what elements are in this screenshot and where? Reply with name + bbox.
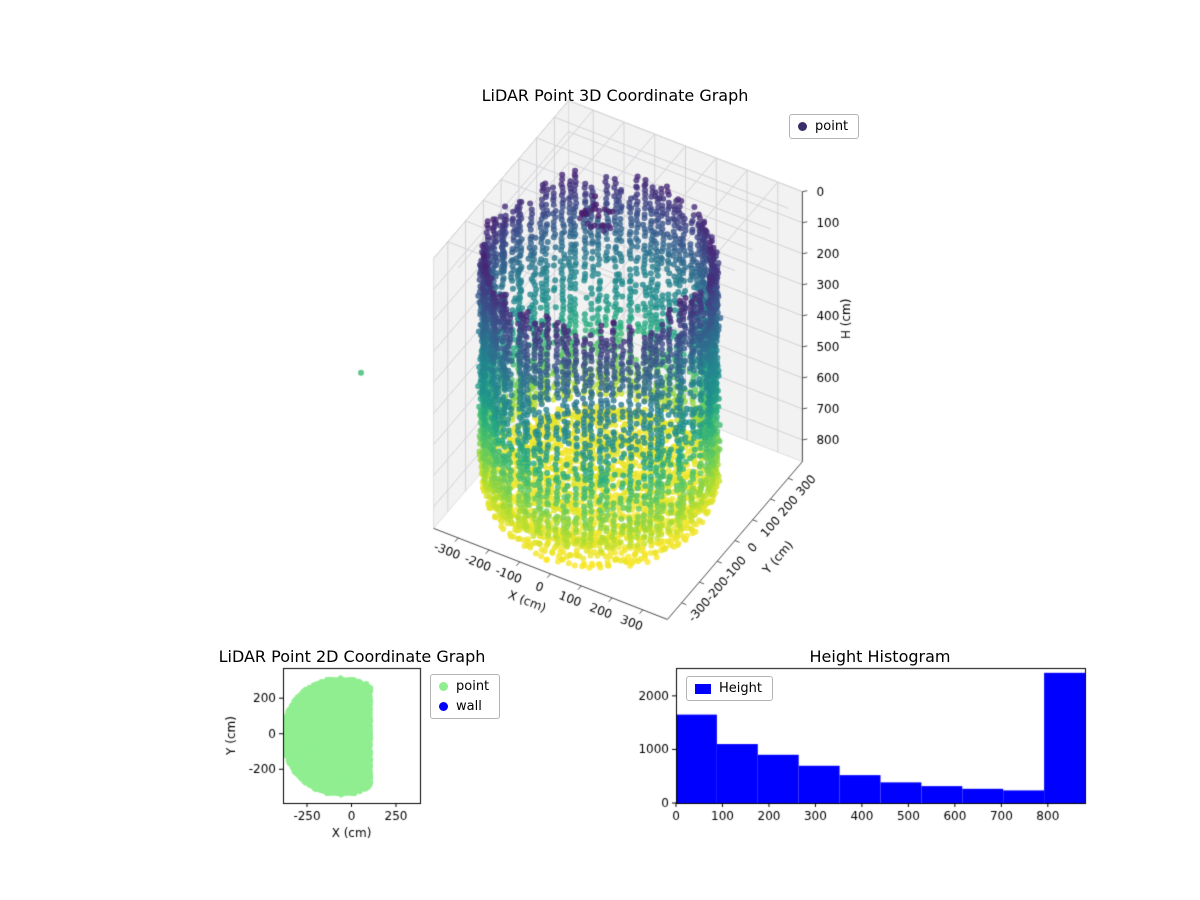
- height-marker-icon: [695, 683, 711, 694]
- hist-title: Height Histogram: [809, 647, 951, 666]
- plot3d-canvas: [270, 95, 930, 680]
- point-marker-icon: [798, 122, 807, 131]
- plot3d-title: LiDAR Point 3D Coordinate Graph: [481, 86, 749, 105]
- hist-legend: Height: [686, 676, 773, 701]
- plot2d-legend: point wall: [430, 674, 501, 719]
- plot2d-title: LiDAR Point 2D Coordinate Graph: [218, 647, 486, 666]
- legend-row: wall: [439, 699, 489, 714]
- wall-marker-icon: [439, 702, 448, 711]
- plot3d-legend: point: [789, 114, 860, 139]
- legend-row: point: [439, 679, 489, 694]
- plot3d-legend-label: point: [815, 119, 849, 134]
- hist-canvas: [635, 638, 1115, 853]
- legend-row: Height: [695, 681, 762, 696]
- plot2d-legend-wall-label: wall: [456, 699, 482, 714]
- hist-legend-label: Height: [719, 681, 762, 696]
- plot2d-canvas: [195, 638, 535, 853]
- plot2d-legend-point-label: point: [456, 679, 490, 694]
- legend-row: point: [798, 119, 848, 134]
- point-marker-icon: [439, 682, 448, 691]
